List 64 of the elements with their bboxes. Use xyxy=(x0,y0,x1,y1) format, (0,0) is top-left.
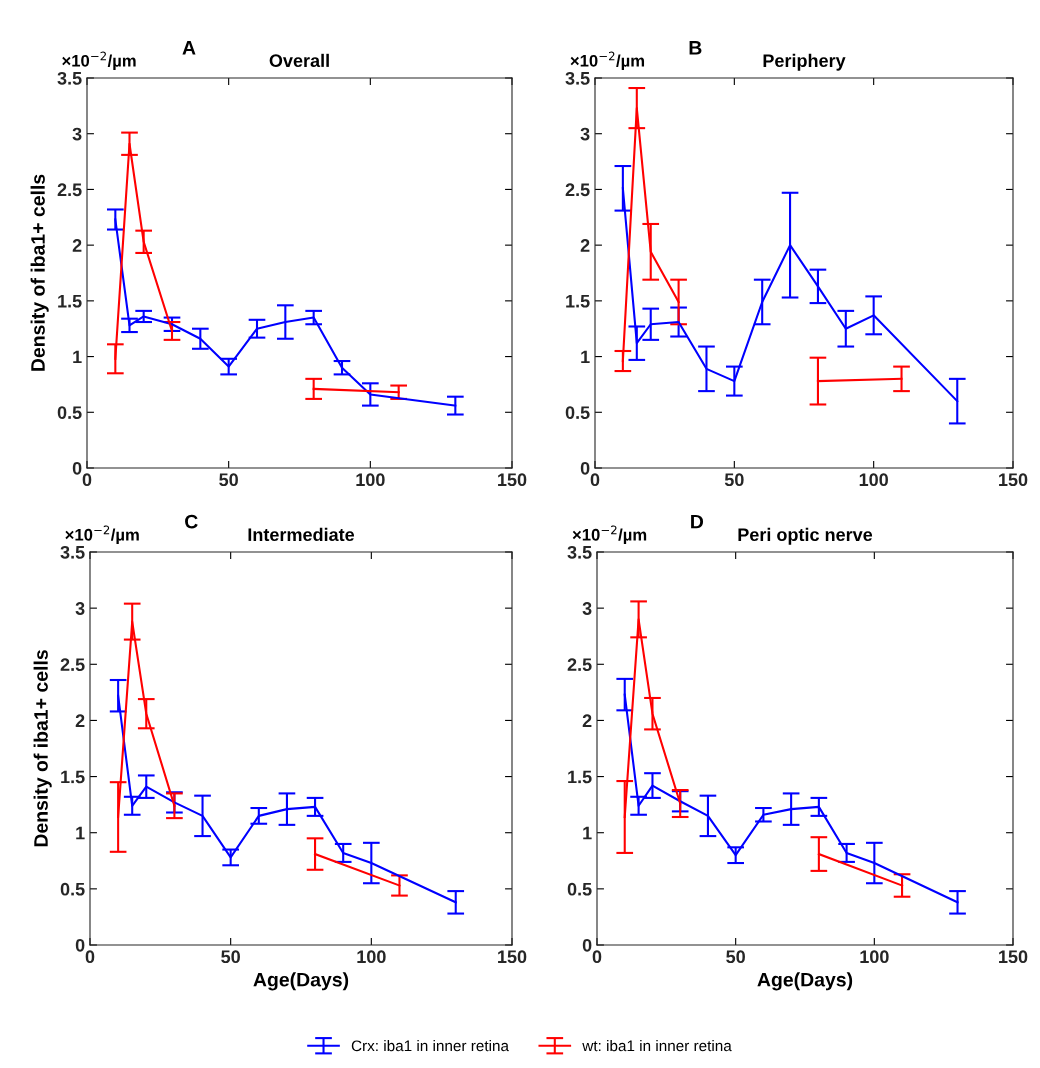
text: ×10$^{−2}$/µm xyxy=(572,525,647,544)
x-tick-label: 50 xyxy=(724,473,744,487)
text: ×10$^{−2}$/µm xyxy=(570,51,645,71)
y-tick-label: 3.5 xyxy=(57,71,82,85)
x-tick-label: 150 xyxy=(498,950,527,964)
x-tick-label: 100 xyxy=(357,950,386,964)
y-tick-label: 3.5 xyxy=(565,71,590,85)
y-tick-label: 0.5 xyxy=(567,882,592,896)
y-tick-label: 2 xyxy=(75,714,85,727)
text: A xyxy=(182,41,196,55)
y-tick-label: 2.5 xyxy=(567,658,592,672)
x-tick-label: 0 xyxy=(85,950,95,964)
x-tick-label: 150 xyxy=(999,950,1028,964)
text: ×10$^{−2}$/µm xyxy=(65,525,139,544)
y-tick-label: 0 xyxy=(580,461,590,475)
y-tick-label: 3 xyxy=(580,127,590,141)
x-tick-label: 0 xyxy=(592,950,602,964)
y-axis-title: Density of iba1+ cells xyxy=(30,174,49,371)
y-tick-label: 0 xyxy=(582,938,592,952)
y-tick-label: 3 xyxy=(75,602,85,615)
y-tick-label: 2 xyxy=(582,714,592,727)
x-tick-label: 150 xyxy=(999,473,1028,487)
legend-label: wt: iba1 in inner retina xyxy=(582,1040,732,1052)
y-tick-label: 2 xyxy=(580,239,590,252)
y-tick-label: 0.5 xyxy=(57,406,82,420)
y-tick-label: 2.5 xyxy=(565,183,590,197)
y-tick-label: 3.5 xyxy=(567,545,592,559)
x-axis-title: Age(Days) xyxy=(757,972,853,991)
x-tick-label: 50 xyxy=(221,950,240,964)
chart-title: Intermediate xyxy=(248,527,355,542)
text: C xyxy=(185,514,198,529)
y-tick-label: 0.5 xyxy=(565,406,590,420)
y-tick-label: 1 xyxy=(581,350,590,364)
y-tick-label: 0.5 xyxy=(60,882,85,896)
y-tick-label: 0 xyxy=(72,461,82,475)
chart-title: Peri optic nerve xyxy=(738,527,873,545)
x-tick-label: 150 xyxy=(498,473,527,487)
x-axis-title: Age(Days) xyxy=(253,972,349,991)
chart-title: Overall xyxy=(269,53,329,68)
y-tick-label: 2.5 xyxy=(60,658,85,672)
y-tick-label: 3.5 xyxy=(60,545,85,559)
chart-title: Periphery xyxy=(763,53,846,71)
y-tick-label: 3 xyxy=(72,127,82,141)
y-tick-label: 0 xyxy=(75,938,85,952)
y-tick-label: 3 xyxy=(582,602,592,615)
y-tick-label: 1 xyxy=(73,350,82,364)
x-tick-label: 50 xyxy=(726,950,745,964)
y-axis-title: Density of iba1+ cells xyxy=(33,650,52,847)
y-tick-label: 2.5 xyxy=(57,183,82,197)
x-tick-label: 50 xyxy=(219,473,238,487)
y-tick-label: 1 xyxy=(583,826,592,840)
y-tick-label: 2 xyxy=(72,239,82,252)
legend-label: Crx: iba1 in inner retina xyxy=(351,1040,509,1052)
y-tick-label: 1.5 xyxy=(58,294,82,308)
y-tick-label: 1.5 xyxy=(566,294,590,308)
text: B xyxy=(689,41,702,55)
x-tick-label: 100 xyxy=(356,473,385,487)
x-tick-label: 100 xyxy=(860,950,889,964)
text: D xyxy=(691,514,704,529)
y-tick-label: 1.5 xyxy=(568,770,592,784)
text: ×10$^{−2}$/µm xyxy=(62,51,136,71)
y-tick-label: 1.5 xyxy=(61,770,85,784)
x-tick-label: 100 xyxy=(859,473,888,487)
y-tick-label: 1 xyxy=(76,826,85,840)
